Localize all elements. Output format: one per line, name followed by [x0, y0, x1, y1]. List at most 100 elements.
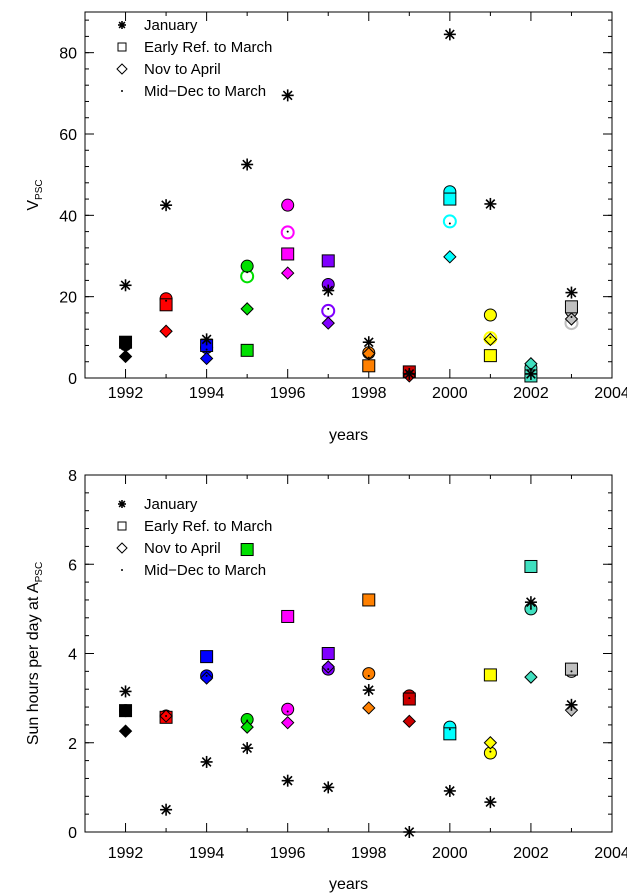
legend-marker-asterisk-stroke-3 [118, 500, 126, 508]
point-circle [281, 702, 295, 716]
point-january [524, 596, 537, 609]
legend-label: Early Ref. to March [144, 39, 272, 56]
point-nov-to-april [483, 332, 498, 347]
point-mid-dec-to-march [367, 674, 370, 677]
y-tick-label: 80 [59, 46, 77, 63]
point-january-stroke-3 [161, 200, 171, 211]
point-january [484, 796, 497, 809]
plot-frame [84, 11, 613, 379]
point-nov-to-april [321, 660, 335, 674]
x-tick-label: 2004 [594, 385, 627, 402]
point-circle [240, 259, 254, 273]
point-mid-dec-to-march [286, 230, 289, 233]
panel-bottom: 1992 1994 1996 1998 2000 2002 2004 0 2 4 6 8 years Su… [25, 468, 627, 893]
point-nov-to-april [483, 736, 498, 750]
point-early-ref-to-march [483, 668, 497, 682]
point-early-ref-to-march [362, 359, 376, 373]
point-january-stroke-3 [444, 29, 455, 40]
y-axis-label-subscript: PSC [34, 562, 45, 583]
point-mid-dec-to-march [367, 356, 370, 359]
point-nov-to-april [159, 324, 173, 338]
point-mid-dec-to-march [489, 750, 492, 753]
point-january [160, 803, 173, 816]
point-early-ref-to-march [564, 662, 578, 676]
point-january [484, 197, 497, 210]
x-tick-label: 2002 [513, 845, 549, 862]
point-january-stroke-3 [201, 757, 212, 767]
point-january-stroke-3 [444, 786, 455, 796]
point-january-stroke-3 [242, 159, 253, 170]
point-january-stroke-3 [485, 199, 496, 209]
y-tick-label: 20 [59, 290, 77, 307]
x-tick-label: 2004 [594, 845, 627, 862]
point-january-stroke-3 [120, 686, 131, 697]
point-nov-to-april [240, 720, 254, 734]
point-mid-dec-to-march [529, 607, 532, 610]
point-early-ref-to-march [564, 300, 578, 314]
point-january-stroke-3 [363, 337, 374, 348]
point-early-ref-to-march [483, 349, 497, 363]
point-mid-dec-to-march [165, 714, 168, 717]
point-january-stroke-3 [201, 334, 212, 345]
legend-label: Nov to April [144, 540, 221, 557]
point-january [362, 684, 375, 697]
x-tick-label: 1996 [270, 385, 306, 402]
point-mid-dec-to-march [124, 344, 127, 347]
point-mid-dec-to-march [205, 674, 208, 677]
point-mid-dec-to-march [489, 336, 492, 339]
point-early-ref-to-march [281, 247, 295, 261]
point-january [403, 367, 416, 380]
point-mid-dec-to-march [246, 271, 249, 274]
point-january [241, 158, 254, 171]
panel-top: 1992 1994 1996 1998 2000 2002 2004 0 20 40 60 80 yea… [25, 11, 627, 444]
y-tick-label: 40 [59, 208, 77, 225]
point-january [119, 279, 132, 292]
point-january-stroke-3 [404, 369, 415, 379]
x-tick-label: 2000 [432, 845, 468, 862]
point-january [362, 336, 375, 349]
point-nov-to-april [443, 250, 457, 264]
y-tick-label: 8 [68, 468, 77, 485]
point-early-ref-to-march [443, 727, 457, 741]
point-nov-to-april [199, 671, 214, 685]
point-january [443, 784, 456, 797]
point-january-stroke-3 [404, 827, 415, 837]
point-january-stroke-3 [120, 280, 131, 291]
point-nov-to-april [118, 349, 133, 364]
point-january-stroke-3 [526, 369, 536, 379]
point-early-ref-to-march [362, 593, 376, 607]
point-circle-open [280, 225, 295, 240]
y-axis-label: VPSC [25, 179, 45, 210]
point-january [565, 698, 578, 711]
point-january [322, 284, 335, 297]
point-january [524, 367, 537, 380]
point-early-ref-to-march [159, 298, 173, 312]
point-mid-dec-to-march [124, 710, 127, 713]
point-january-stroke-3 [566, 287, 577, 298]
point-january [322, 781, 335, 794]
point-circle-open [442, 214, 457, 229]
legend-marker-diamond [116, 542, 128, 554]
point-mid-dec-to-march [327, 307, 330, 310]
x-tick-label: 2002 [513, 385, 549, 402]
legend-marker-asterisk-stroke-3 [118, 21, 126, 29]
point-january [200, 333, 213, 346]
x-axis-label: years [329, 427, 368, 444]
point-circle [483, 308, 497, 322]
x-tick-label: 1994 [189, 385, 225, 402]
x-tick-label: 1996 [270, 845, 306, 862]
point-mid-dec-to-march [570, 316, 573, 318]
point-early-ref-to-march [281, 609, 295, 623]
legend-marker-dot [121, 90, 123, 92]
x-tick-label: 1994 [189, 845, 225, 862]
point-early-ref-to-march [119, 335, 133, 349]
point-january [119, 685, 132, 698]
point-nov-to-april [280, 266, 295, 280]
point-nov-to-april [321, 316, 335, 330]
point-nov-to-april [564, 312, 579, 326]
point-early-ref-to-march [240, 343, 254, 357]
point-circle-open [321, 303, 336, 318]
point-mid-dec-to-march [246, 719, 249, 722]
x-tick-label: 1992 [108, 385, 144, 402]
point-early-ref-to-march [240, 543, 254, 557]
